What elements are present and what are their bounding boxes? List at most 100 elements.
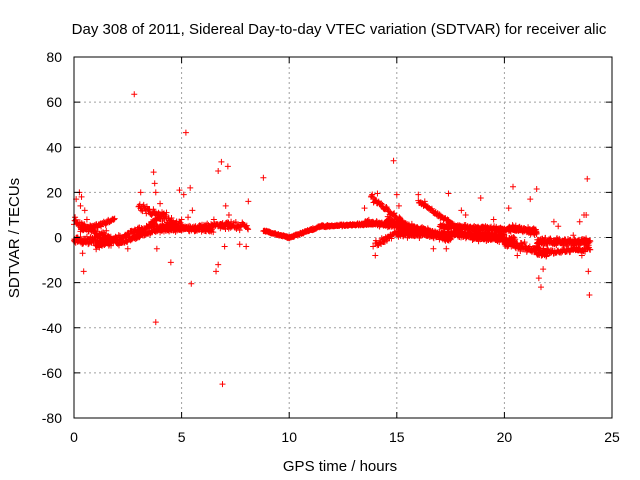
y-tick-label: -60	[42, 365, 62, 381]
data-point	[443, 245, 450, 252]
y-tick-label: -40	[42, 320, 62, 336]
data-point	[445, 190, 452, 197]
data-point	[83, 216, 90, 223]
data-point	[570, 232, 577, 239]
data-point	[510, 183, 517, 190]
data-point	[421, 198, 428, 205]
data-point	[518, 243, 525, 250]
data-point	[151, 209, 158, 216]
y-tick-label: 60	[46, 94, 62, 110]
data-point	[525, 224, 532, 231]
data-point	[210, 229, 217, 236]
data-point	[176, 187, 183, 194]
data-point	[102, 221, 109, 228]
data-point	[185, 214, 192, 221]
data-point	[153, 245, 160, 252]
data-point	[106, 241, 113, 248]
y-tick-label: 20	[46, 184, 62, 200]
data-point	[383, 204, 390, 211]
data-point	[458, 207, 465, 214]
x-tick-label: 0	[70, 429, 78, 445]
y-tick-label: 80	[46, 49, 62, 65]
data-point	[150, 169, 157, 176]
data-point	[370, 243, 377, 250]
data-point	[221, 243, 228, 250]
data-points	[71, 91, 594, 388]
data-point	[137, 189, 144, 196]
data-point	[582, 248, 589, 255]
data-point	[219, 381, 226, 388]
data-point	[77, 233, 84, 240]
data-point	[490, 216, 497, 223]
data-point	[583, 211, 590, 218]
data-point	[189, 207, 196, 214]
data-point	[430, 245, 437, 252]
data-point	[172, 228, 179, 235]
data-point	[111, 216, 118, 223]
data-point	[146, 206, 153, 213]
data-point	[187, 184, 194, 191]
data-point	[388, 235, 395, 242]
data-point	[533, 185, 540, 192]
data-point	[140, 201, 147, 208]
data-point	[228, 223, 235, 230]
chart-title: Day 308 of 2011, Sidereal Day-to-day VTE…	[72, 21, 607, 38]
data-point	[224, 163, 231, 170]
data-point	[111, 215, 118, 222]
data-point	[236, 227, 243, 234]
data-point	[236, 241, 243, 248]
data-point	[136, 201, 143, 208]
data-point	[178, 216, 185, 223]
data-point	[222, 202, 229, 209]
data-point	[93, 242, 100, 249]
data-point	[369, 191, 376, 198]
data-point	[587, 246, 594, 253]
data-point	[98, 241, 105, 248]
data-point	[213, 268, 220, 275]
data-point	[376, 240, 383, 247]
data-point	[182, 129, 189, 136]
data-point	[146, 227, 153, 234]
data-point	[228, 218, 235, 225]
data-point	[168, 215, 175, 222]
data-point	[243, 222, 250, 229]
data-point	[384, 205, 391, 212]
data-point	[157, 200, 164, 207]
data-point	[163, 209, 170, 216]
data-point	[206, 223, 213, 230]
data-point	[243, 243, 250, 250]
axes: 0 5 10 15 20 25 -80 -60 -40 -20 0 20 40 60 80	[42, 49, 620, 445]
data-point	[502, 237, 509, 244]
data-point	[391, 210, 398, 217]
data-point	[131, 91, 138, 98]
data-point	[380, 239, 387, 246]
data-point	[188, 280, 195, 287]
data-point	[379, 201, 386, 208]
data-point	[510, 223, 517, 230]
data-point	[180, 191, 187, 198]
data-point	[550, 218, 557, 225]
data-point	[72, 214, 79, 221]
data-point	[580, 248, 587, 255]
data-point	[477, 195, 484, 202]
data-point	[514, 252, 521, 259]
data-point	[587, 238, 594, 245]
data-point	[584, 175, 591, 182]
x-tick-label: 25	[604, 429, 620, 445]
data-point	[462, 211, 469, 218]
data-point	[576, 218, 583, 225]
data-point	[390, 157, 397, 164]
x-tick-label: 20	[497, 429, 513, 445]
y-tick-label: 40	[46, 139, 62, 155]
data-point	[152, 319, 159, 326]
data-point	[372, 252, 379, 259]
data-point	[115, 232, 122, 239]
y-tick-label: 0	[54, 230, 62, 246]
data-point	[124, 245, 131, 252]
data-point	[533, 231, 540, 237]
data-point	[521, 239, 528, 246]
data-point	[527, 196, 534, 203]
data-point	[152, 189, 159, 196]
data-point	[361, 205, 368, 212]
